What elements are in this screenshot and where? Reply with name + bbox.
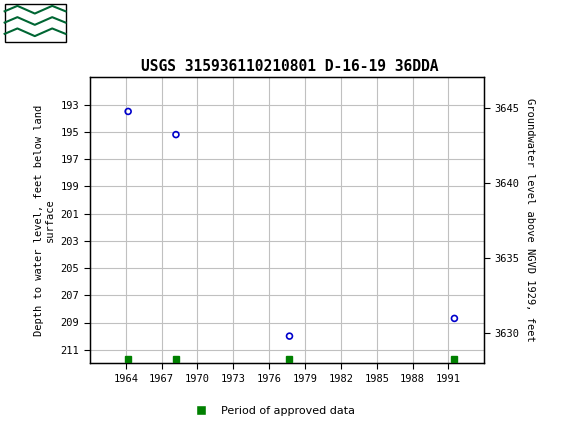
Text: USGS: USGS	[72, 14, 128, 31]
Text: USGS 315936110210801 D-16-19 36DDA: USGS 315936110210801 D-16-19 36DDA	[142, 59, 438, 74]
Point	[171, 131, 180, 138]
FancyBboxPatch shape	[5, 3, 66, 42]
Point	[285, 333, 294, 340]
Legend: Period of approved data: Period of approved data	[186, 401, 360, 420]
Y-axis label: Depth to water level, feet below land
surface: Depth to water level, feet below land su…	[34, 105, 55, 336]
Y-axis label: Groundwater level above NGVD 1929, feet: Groundwater level above NGVD 1929, feet	[525, 98, 535, 342]
Point	[450, 315, 459, 322]
Point	[124, 108, 133, 115]
